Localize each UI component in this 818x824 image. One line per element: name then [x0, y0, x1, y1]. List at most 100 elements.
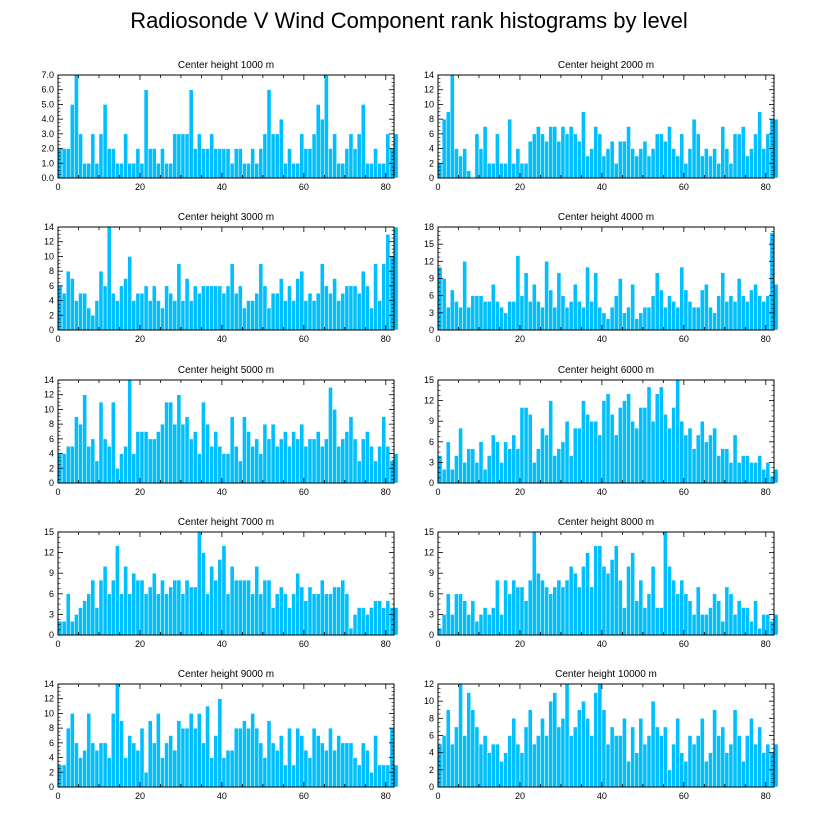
histogram-bar: [360, 270, 366, 331]
histogram-panel-8: Center height 8000 m 0 20 40 60 80 0 3 6 9 12 15: [424, 517, 779, 649]
histogram-bar: [486, 163, 492, 179]
histogram-bar: [441, 735, 447, 788]
histogram-bar: [564, 683, 570, 788]
histogram-bar: [217, 285, 223, 331]
histogram-bar: [86, 445, 92, 484]
histogram-bar: [274, 593, 280, 636]
x-tick-label: 80: [381, 791, 391, 801]
histogram-bar: [82, 292, 87, 331]
histogram-bar: [274, 292, 280, 331]
histogram-bar: [311, 727, 317, 788]
histogram-bar: [102, 285, 108, 331]
histogram-bar: [716, 163, 721, 179]
histogram-bar: [462, 148, 467, 179]
histogram-bar: [695, 434, 701, 484]
y-tick-label: 2: [49, 767, 54, 777]
histogram-bar: [303, 300, 309, 331]
histogram-bar: [749, 621, 754, 636]
y-tick-label: 14: [44, 679, 54, 689]
histogram-bar: [135, 749, 141, 788]
histogram-bar: [704, 614, 709, 636]
x-tick-label: 20: [515, 639, 525, 649]
histogram-bar: [450, 289, 455, 331]
y-tick-label: 10: [44, 251, 54, 261]
histogram-bar: [450, 74, 455, 179]
histogram-bar: [188, 438, 194, 484]
x-tick-label: 80: [761, 334, 771, 344]
histogram-bar: [445, 709, 451, 788]
histogram-bar: [135, 292, 141, 331]
histogram-bar: [393, 764, 399, 788]
histogram-bar: [131, 453, 137, 484]
histogram-bar: [740, 455, 746, 484]
histogram-bar: [156, 431, 161, 484]
histogram-bar: [511, 579, 517, 636]
x-tick-label: 80: [381, 334, 391, 344]
histogram-bar: [164, 742, 169, 788]
panel-title: Center height 8000 m: [558, 517, 654, 528]
y-tick-label: 3.0: [41, 129, 54, 139]
histogram-bar: [773, 283, 779, 331]
histogram-bar: [691, 448, 697, 484]
histogram-bar: [197, 292, 202, 331]
histogram-bar: [70, 445, 75, 484]
histogram-bar: [671, 148, 676, 179]
histogram-bar: [659, 133, 664, 179]
histogram-bar: [111, 292, 116, 331]
histogram-bar: [192, 285, 198, 331]
y-tick-label: 10: [44, 404, 54, 414]
histogram-bar: [197, 713, 202, 788]
histogram-bar: [233, 292, 239, 331]
histogram-bar: [708, 607, 713, 636]
histogram-bar: [201, 401, 206, 484]
histogram-bar: [209, 285, 214, 331]
histogram-bar: [450, 469, 455, 484]
histogram-bar: [564, 420, 570, 484]
histogram-bar: [736, 462, 742, 484]
histogram-bar: [184, 416, 190, 484]
y-tick-label: 6: [49, 738, 54, 748]
histogram-bar: [708, 155, 713, 179]
histogram-bar: [757, 295, 762, 331]
histogram-bar: [654, 272, 660, 331]
histogram-bar: [147, 300, 153, 331]
histogram-bar: [246, 431, 251, 484]
histogram-bar: [332, 278, 337, 331]
histogram-bar: [176, 133, 182, 179]
histogram-bar: [172, 423, 178, 484]
histogram-bar: [295, 163, 301, 179]
histogram-bar: [102, 566, 108, 636]
histogram-bar: [728, 593, 734, 636]
histogram-bar: [568, 566, 574, 636]
histogram-bar: [507, 448, 513, 484]
histogram-bar: [712, 593, 717, 636]
y-tick-label: 3: [429, 308, 434, 318]
histogram-bar: [90, 579, 96, 636]
histogram-bar: [704, 148, 709, 179]
histogram-bar: [732, 434, 738, 484]
histogram-bar: [381, 263, 387, 331]
histogram-bar: [527, 414, 533, 484]
histogram-bar: [732, 301, 738, 331]
histogram-bar: [663, 140, 668, 179]
histogram-bar: [262, 579, 268, 636]
histogram-bar: [393, 226, 399, 331]
histogram-bar: [192, 586, 198, 636]
histogram-bar: [536, 735, 541, 788]
x-tick-label: 40: [597, 639, 607, 649]
histogram-bar: [736, 600, 742, 636]
histogram-bar: [369, 607, 374, 636]
histogram-bar: [495, 743, 500, 788]
histogram-bar: [111, 579, 116, 636]
histogram-bar: [683, 434, 689, 484]
histogram-panel-6: Center height 6000 m 0 20 40 60 80 0 3 6 9 12 15: [424, 365, 779, 497]
histogram-bar: [540, 306, 545, 331]
histogram-bar: [287, 445, 292, 484]
histogram-bar: [119, 720, 124, 788]
histogram-bar: [699, 420, 705, 484]
histogram-bar: [581, 111, 586, 179]
y-tick-label: 12: [424, 548, 434, 558]
histogram-bar: [618, 140, 623, 179]
histogram-bar: [491, 743, 496, 788]
histogram-bar: [90, 133, 96, 179]
